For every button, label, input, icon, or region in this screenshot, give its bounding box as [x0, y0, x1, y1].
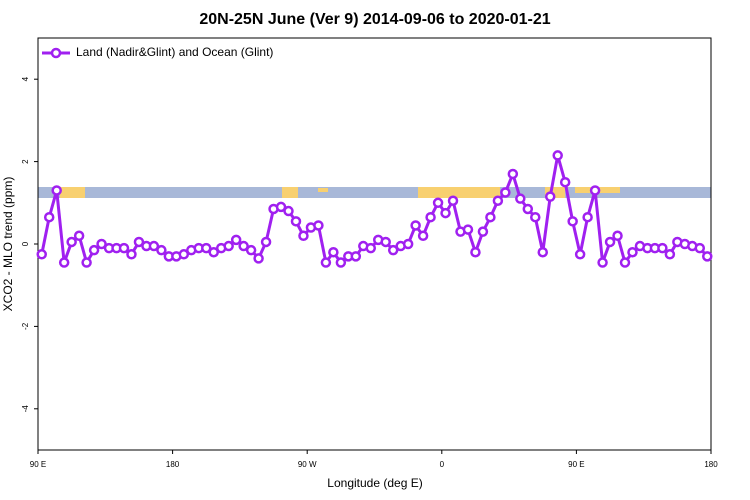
data-point — [66, 236, 77, 248]
data-point — [260, 236, 272, 248]
x-tick-label: 90 E — [568, 460, 584, 469]
data-point — [58, 257, 70, 268]
data-point — [88, 244, 100, 256]
data-point — [694, 242, 706, 254]
data-point — [283, 205, 294, 217]
data-point — [462, 224, 474, 235]
data-point — [477, 226, 489, 237]
x-tick-label: 180 — [704, 460, 718, 469]
data-point — [530, 211, 541, 223]
legend-marker — [50, 47, 62, 59]
land-patch — [60, 187, 85, 198]
data-point — [559, 176, 571, 188]
data-point — [522, 203, 534, 215]
data-point — [432, 197, 444, 209]
land-ocean-band — [38, 187, 711, 198]
data-point — [612, 230, 623, 242]
data-point — [552, 150, 563, 161]
data-point — [178, 249, 190, 260]
data-point — [627, 246, 638, 258]
data-point — [126, 249, 137, 260]
land-patch — [418, 187, 500, 198]
data-point — [544, 191, 556, 202]
y-tick-label: -4 — [21, 405, 30, 413]
data-point — [275, 201, 287, 213]
data-point — [604, 236, 616, 248]
data-point — [148, 240, 160, 252]
data-point — [387, 244, 399, 256]
y-tick-label: 0 — [21, 241, 30, 246]
legend-label: Land (Nadir&Glint) and Ocean (Glint) — [76, 45, 273, 59]
data-point — [133, 236, 145, 248]
data-point — [320, 257, 332, 268]
chart-title: 20N-25N June (Ver 9) 2014-09-06 to 2020-… — [199, 11, 550, 28]
land-patch — [282, 187, 298, 198]
data-point — [597, 257, 608, 268]
data-point — [582, 211, 593, 223]
data-point — [156, 244, 167, 256]
data-point — [574, 249, 586, 260]
y-tick-label: 4 — [21, 76, 30, 81]
data-point — [507, 168, 519, 180]
data-point — [619, 257, 631, 268]
data-point — [440, 207, 451, 219]
data-point — [81, 257, 92, 268]
data-point — [223, 240, 234, 252]
data-point — [470, 246, 481, 258]
data-point — [96, 238, 107, 250]
data-point — [253, 253, 264, 264]
data-point — [118, 242, 130, 254]
data-point — [36, 249, 47, 260]
land-patch — [545, 187, 565, 198]
x-tick-label: 90 E — [30, 460, 46, 469]
data-point — [657, 242, 668, 254]
data-point — [500, 187, 511, 198]
data-point — [208, 246, 219, 258]
data-point — [313, 220, 324, 231]
x-tick-label: 0 — [440, 460, 445, 469]
data-point — [589, 185, 601, 196]
data-point — [290, 216, 302, 227]
ocean-band — [38, 187, 711, 198]
data-point — [328, 246, 339, 258]
data-point — [567, 216, 578, 227]
data-point — [515, 193, 526, 204]
data-point — [365, 242, 377, 254]
data-point — [73, 230, 85, 242]
data-point — [664, 249, 676, 260]
data-point — [402, 238, 414, 250]
data-point — [447, 195, 459, 206]
data-point — [537, 246, 548, 258]
data-point — [702, 251, 713, 262]
data-point — [43, 211, 55, 223]
data-point — [350, 251, 362, 262]
data-point — [485, 211, 496, 223]
data-point — [380, 236, 391, 248]
y-tick-label: -2 — [21, 322, 30, 330]
x-axis-label: Longitude (deg E) — [327, 476, 422, 490]
data-point — [51, 185, 62, 196]
data-point — [410, 220, 421, 231]
data-point — [417, 230, 429, 242]
land-patch — [318, 188, 328, 192]
data-point — [425, 211, 436, 223]
x-tick-label: 90 W — [298, 460, 317, 469]
data-point — [245, 244, 257, 256]
data-point — [238, 240, 249, 252]
data-point — [298, 230, 309, 242]
data-point — [201, 242, 212, 254]
y-axis-label: XCO2 - MLO trend (ppm) — [1, 177, 15, 312]
x-tick-label: 180 — [166, 460, 180, 469]
data-point — [335, 257, 347, 268]
data-point — [492, 195, 504, 206]
y-tick-label: 2 — [21, 159, 30, 164]
data-point — [230, 234, 242, 246]
